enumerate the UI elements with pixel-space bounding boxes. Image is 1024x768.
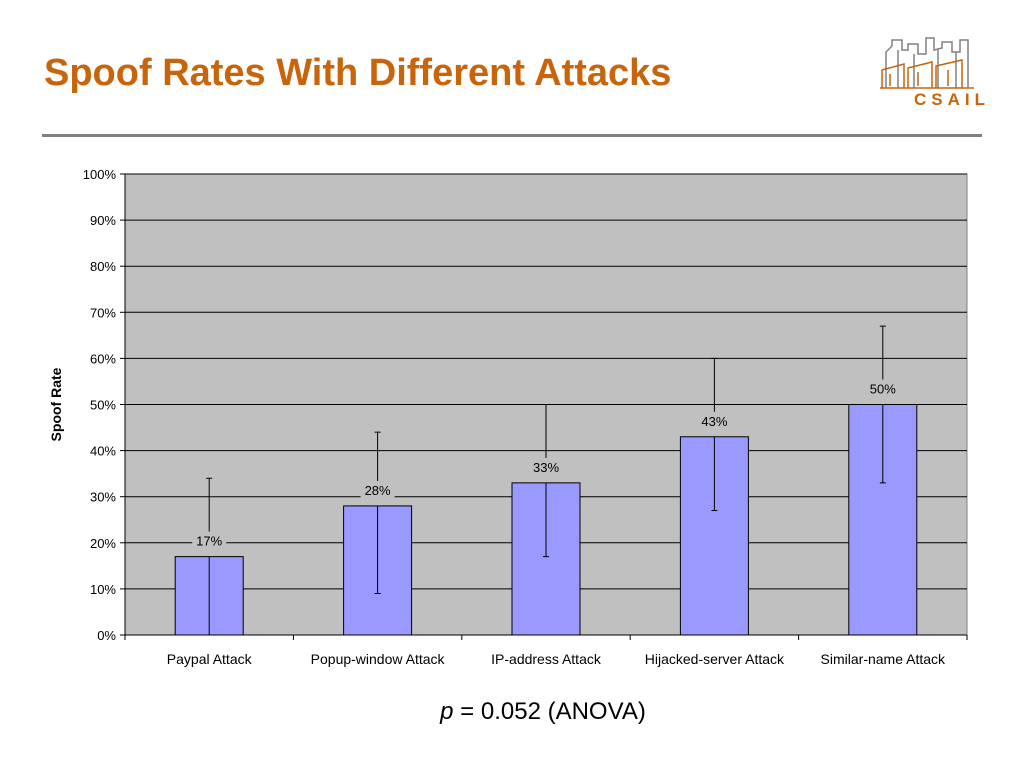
csail-logo-text: CSAIL (914, 90, 990, 109)
data-label-bg (529, 457, 563, 476)
y-tick-label: 70% (90, 305, 116, 320)
data-label-bg (865, 379, 900, 398)
bar-chart: 0% 10% 20% 30% 40% 50% 60% 70% 80% 90% 100% 17% Payp… (48, 167, 968, 667)
p-value-footnote: p = 0.052 (ANOVA) (0, 698, 1024, 726)
y-tick-label: 30% (90, 490, 116, 505)
data-label: 28% (365, 483, 391, 498)
data-label: 33% (533, 460, 559, 475)
y-tick-label: 0% (97, 628, 116, 643)
x-tick-label: Popup-window Attack (311, 651, 446, 667)
y-tick-label: 40% (90, 444, 116, 459)
y-tick-label: 20% (90, 536, 116, 551)
y-tick-label: 60% (90, 351, 116, 366)
p-symbol: p (440, 698, 454, 725)
y-tick-label: 90% (90, 213, 116, 228)
y-axis-label: Spoof Rate (48, 367, 64, 441)
y-tick-label: 80% (90, 259, 116, 274)
csail-logo-icon (878, 30, 988, 114)
data-label: 17% (196, 534, 222, 549)
x-tick-label: Paypal Attack (167, 651, 253, 667)
y-tick-label: 100% (83, 167, 117, 182)
p-value-text: = 0.052 (ANOVA) (453, 698, 646, 725)
x-tick-label: Similar-name Attack (821, 651, 946, 667)
data-label-bg (697, 411, 732, 430)
data-label-bg (192, 531, 227, 550)
x-tick-label: Hijacked-server Attack (645, 651, 785, 667)
slide-title: Spoof Rates With Different Attacks (44, 52, 672, 94)
data-label: 50% (870, 382, 896, 397)
data-label: 43% (701, 414, 727, 429)
title-divider (42, 134, 982, 137)
x-tick-label: IP-address Attack (491, 651, 602, 667)
y-tick-label: 50% (90, 398, 116, 413)
y-tick-label: 10% (90, 582, 116, 597)
data-label-bg (360, 480, 395, 499)
